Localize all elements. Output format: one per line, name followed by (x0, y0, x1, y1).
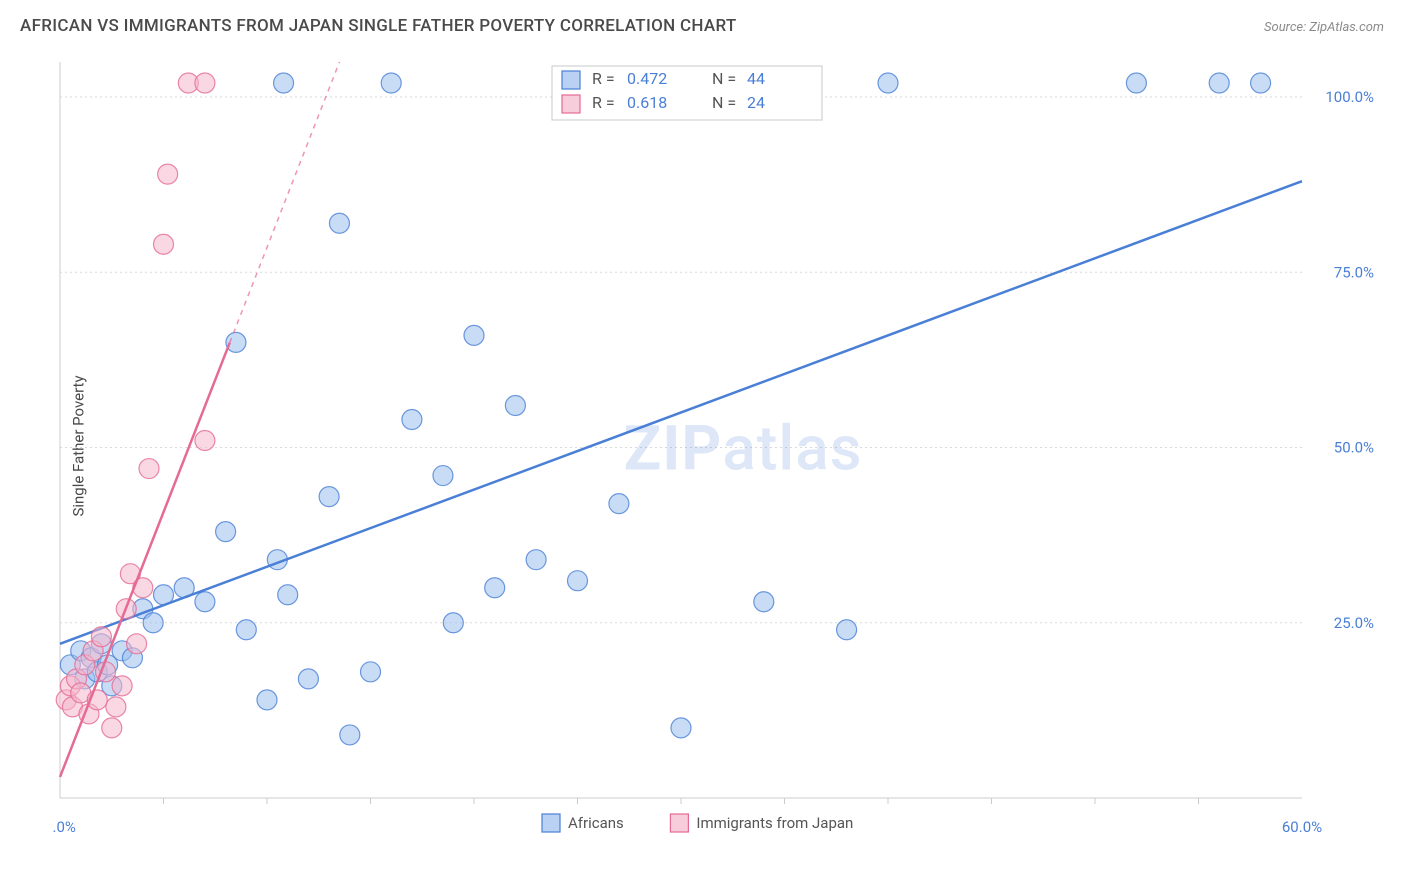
data-point-africans (1251, 73, 1271, 93)
data-point-africans (609, 494, 629, 514)
legend-n-label: N = (712, 93, 736, 112)
legend-n-label: N = (712, 69, 736, 88)
data-point-africans (402, 409, 422, 429)
trend-line-japan (60, 343, 230, 777)
y-tick-label: 100.0% (1325, 88, 1374, 106)
data-point-africans (319, 487, 339, 507)
data-point-japan (106, 697, 126, 717)
data-point-africans (878, 73, 898, 93)
data-point-japan (139, 459, 159, 479)
x-tick-label: 0.0% (52, 818, 76, 836)
legend-bottom-swatch-japan (670, 814, 688, 832)
data-point-africans (278, 585, 298, 605)
data-point-africans (216, 522, 236, 542)
legend-r-value: 0.472 (627, 69, 667, 88)
data-point-africans (433, 466, 453, 486)
trend-line-africans (60, 181, 1302, 644)
source-attribution: Source: ZipAtlas.com (1264, 20, 1384, 35)
data-point-africans (195, 592, 215, 612)
data-point-africans (381, 73, 401, 93)
trend-line-dashed-japan (230, 62, 340, 343)
data-point-africans (361, 662, 381, 682)
legend-swatch-africans (562, 71, 580, 89)
data-point-japan (102, 718, 122, 738)
data-point-africans (526, 550, 546, 570)
y-tick-label: 50.0% (1334, 439, 1374, 457)
data-point-africans (1126, 73, 1146, 93)
data-point-africans (671, 718, 691, 738)
data-point-africans (298, 669, 318, 689)
legend-swatch-japan (562, 95, 580, 113)
data-point-japan (195, 431, 215, 451)
legend-bottom-swatch-africans (542, 814, 560, 832)
data-point-africans (1209, 73, 1229, 93)
y-tick-label: 25.0% (1334, 614, 1374, 632)
data-point-africans (143, 613, 163, 633)
legend-n-value: 24 (747, 93, 765, 112)
legend-r-value: 0.618 (627, 93, 667, 112)
data-point-africans (443, 613, 463, 633)
data-point-africans (226, 332, 246, 352)
legend-n-value: 44 (747, 69, 765, 88)
legend-bottom-label-africans: Africans (568, 814, 624, 832)
data-point-japan (195, 73, 215, 93)
y-tick-label: 75.0% (1334, 263, 1374, 281)
data-point-japan (158, 164, 178, 184)
data-point-africans (464, 325, 484, 345)
data-point-japan (127, 634, 147, 654)
data-point-africans (257, 690, 277, 710)
watermark: ZIPatlas (624, 413, 863, 486)
legend-r-label: R = (592, 69, 615, 88)
data-point-africans (329, 213, 349, 233)
data-point-africans (274, 73, 294, 93)
legend-bottom-label-japan: Immigrants from Japan (696, 814, 853, 832)
data-point-japan (154, 234, 174, 254)
x-tick-label: 60.0% (1282, 818, 1322, 836)
data-point-africans (340, 725, 360, 745)
data-point-africans (236, 620, 256, 640)
scatter-chart-svg: 25.0% 50.0% 75.0% 100.0% 0.0% 60.0% ZIPatlas R … (52, 58, 1382, 842)
data-point-africans (837, 620, 857, 640)
data-point-africans (505, 395, 525, 415)
data-point-africans (485, 578, 505, 598)
data-point-africans (568, 571, 588, 591)
chart-title: AFRICAN VS IMMIGRANTS FROM JAPAN SINGLE … (20, 16, 737, 36)
data-point-africans (754, 592, 774, 612)
data-point-japan (112, 676, 132, 696)
chart-plot-area: 25.0% 50.0% 75.0% 100.0% 0.0% 60.0% ZIPatlas R … (52, 58, 1382, 842)
data-point-japan (91, 627, 111, 647)
legend-r-label: R = (592, 93, 615, 112)
